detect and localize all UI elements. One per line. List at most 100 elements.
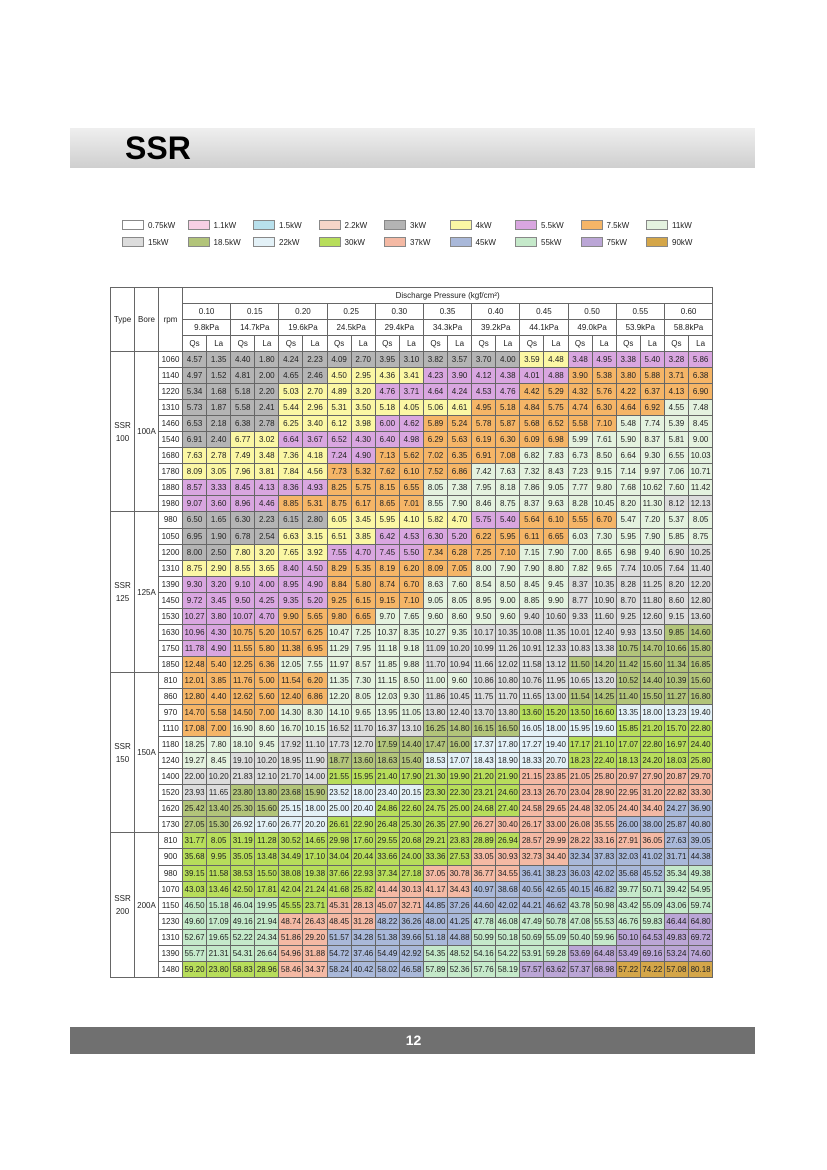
qs-value: 12.01 xyxy=(181,671,208,689)
qs-value: 7.24 xyxy=(326,447,352,465)
la-value: 11.40 xyxy=(687,559,714,577)
la-value: 6.35 xyxy=(447,447,473,465)
qs-value: 59.20 xyxy=(181,960,208,979)
pressure-kpa: 44.1kPa xyxy=(519,319,569,336)
la-value: 9.65 xyxy=(591,559,617,577)
la-value: 12.20 xyxy=(687,575,714,593)
qs-value: 7.13 xyxy=(374,447,400,465)
la-value: 2.50 xyxy=(206,543,232,561)
qs-value: 43.78 xyxy=(567,896,593,914)
la-value: 4.56 xyxy=(302,463,328,481)
la-value: 7.63 xyxy=(495,463,521,481)
la-value: 30.78 xyxy=(447,864,473,882)
qs-value: 13.95 xyxy=(374,704,400,722)
table-row: 1390 9.30 3.20 9.10 4.00 8.95 4.90 8.84 5.80 8.74… xyxy=(111,575,714,593)
la-value: 26.70 xyxy=(543,784,569,802)
legend-item: 2.2kW xyxy=(318,217,385,233)
la-value: 12.13 xyxy=(687,495,714,513)
la-value: 5.95 xyxy=(495,527,521,545)
la-value: 54.22 xyxy=(495,944,521,962)
qs-value: 11.55 xyxy=(230,639,256,657)
la-value: 46.58 xyxy=(398,960,424,979)
la-value: 4.70 xyxy=(254,607,280,625)
qs-value: 9.15 xyxy=(374,591,400,609)
qs-value: 40.56 xyxy=(519,880,545,898)
la-value: 63.62 xyxy=(543,960,569,979)
qs-value: 7.36 xyxy=(278,447,304,465)
la-value: 8.05 xyxy=(687,511,714,529)
qs-value: 8.37 xyxy=(519,495,545,513)
qs-value: 8.37 xyxy=(567,575,593,593)
rpm-cell: 1530 xyxy=(158,607,183,625)
qs-value: 23.13 xyxy=(519,784,545,802)
qs-header: Qs xyxy=(422,335,449,352)
qs-value: 58.24 xyxy=(326,960,352,979)
qs-value: 18.43 xyxy=(471,752,497,770)
la-value: 7.38 xyxy=(447,479,473,497)
legend-label: 75kW xyxy=(606,237,627,247)
legend-item: 90kW xyxy=(646,234,712,250)
la-value: 20.40 xyxy=(350,800,376,818)
bore-cell: 100A xyxy=(134,350,159,513)
la-header: La xyxy=(687,335,714,352)
qs-value: 6.15 xyxy=(278,511,304,529)
table-row: 1630 10.96 4.30 10.75 5.20 10.57 6.25 10.47 7.25… xyxy=(111,623,714,641)
qs-value: 28.89 xyxy=(471,832,497,850)
rpm-cell: 1850 xyxy=(158,655,183,673)
legend-item: 18.5kW xyxy=(187,234,254,250)
qs-value: 29.55 xyxy=(374,832,400,850)
qs-value: 7.55 xyxy=(326,543,352,561)
qs-value: 17.37 xyxy=(471,736,497,754)
qs-value: 53.91 xyxy=(519,944,545,962)
qs-value: 13.35 xyxy=(615,704,641,722)
la-value: 44.88 xyxy=(447,928,473,946)
qs-value: 16.97 xyxy=(663,736,689,754)
qs-value: 12.20 xyxy=(326,687,352,706)
qs-value: 4.64 xyxy=(422,383,449,401)
la-value: 14.80 xyxy=(447,720,473,738)
la-header: La xyxy=(398,335,424,352)
la-value: 13.40 xyxy=(206,800,232,818)
qs-value: 6.52 xyxy=(326,431,352,449)
pressure-kpa: 58.8kPa xyxy=(663,319,714,336)
qs-value: 5.18 xyxy=(230,383,256,401)
legend-item: 55kW xyxy=(515,234,581,250)
bore-header: Bore xyxy=(134,287,159,352)
la-value: 19.65 xyxy=(206,928,232,946)
qs-value: 25.00 xyxy=(326,800,352,818)
qs-value: 6.30 xyxy=(422,527,449,545)
qs-value: 43.06 xyxy=(663,896,689,914)
la-value: 6.28 xyxy=(447,543,473,561)
la-value: 9.63 xyxy=(543,495,569,513)
la-value: 2.80 xyxy=(302,511,328,529)
qs-value: 26.77 xyxy=(278,816,304,834)
qs-value: 40.15 xyxy=(567,880,593,898)
la-value: 34.40 xyxy=(543,848,569,866)
qs-value: 8.75 xyxy=(326,495,352,513)
la-value: 9.40 xyxy=(639,543,665,561)
qs-value: 13.60 xyxy=(519,704,545,722)
la-value: 11.70 xyxy=(495,687,521,706)
legend-swatch xyxy=(187,237,210,247)
la-value: 13.20 xyxy=(591,671,617,689)
la-value: 9.15 xyxy=(591,463,617,481)
table-row: 1230 49.60 17.09 49.16 21.94 48.74 26.43 48.45 3… xyxy=(111,912,714,930)
la-value: 14.40 xyxy=(398,736,424,754)
qs-value: 10.75 xyxy=(230,623,256,641)
qs-value: 9.07 xyxy=(181,495,208,513)
la-value: 12.70 xyxy=(350,736,376,754)
la-value: 11.42 xyxy=(687,479,714,497)
table-row: 1050 6.95 1.90 6.78 2.54 6.63 3.15 6.51 3.85 6.42… xyxy=(111,527,714,545)
la-value: 11.65 xyxy=(206,784,232,802)
la-value: 42.65 xyxy=(543,880,569,898)
rpm-cell: 1310 xyxy=(158,559,183,577)
qs-value: 4.24 xyxy=(278,350,304,369)
qs-header: Qs xyxy=(519,335,545,352)
qs-value: 4.13 xyxy=(663,383,689,401)
qs-value: 10.66 xyxy=(663,639,689,657)
legend-label: 18.5kW xyxy=(213,237,241,247)
la-value: 22.80 xyxy=(687,720,714,738)
rpm-cell: 1620 xyxy=(158,800,183,818)
qs-value: 10.17 xyxy=(471,623,497,641)
qs-value: 11.15 xyxy=(374,671,400,689)
